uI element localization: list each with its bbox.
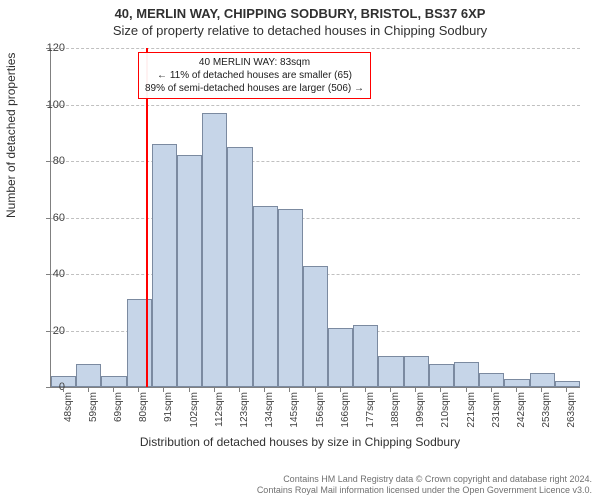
x-tick-mark — [516, 388, 517, 392]
histogram-bar — [479, 373, 504, 387]
histogram-bar — [530, 373, 555, 387]
histogram-bar — [555, 381, 580, 387]
x-tick-mark — [365, 388, 366, 392]
footer-line-1: Contains HM Land Registry data © Crown c… — [0, 474, 592, 485]
x-tick-mark — [340, 388, 341, 392]
y-tick-mark — [46, 48, 50, 49]
y-tick-label: 40 — [35, 268, 65, 280]
histogram-bar — [227, 147, 252, 387]
x-tick-mark — [315, 388, 316, 392]
x-tick-mark — [113, 388, 114, 392]
histogram-bar — [328, 328, 353, 387]
annotation-box: 40 MERLIN WAY: 83sqm ← 11% of detached h… — [138, 52, 371, 99]
histogram-bar — [101, 376, 126, 387]
y-tick-label: 60 — [35, 212, 65, 224]
x-tick-mark — [440, 388, 441, 392]
y-tick-mark — [46, 274, 50, 275]
x-tick-mark — [214, 388, 215, 392]
chart-title-address: 40, MERLIN WAY, CHIPPING SODBURY, BRISTO… — [0, 0, 600, 21]
histogram-bar — [278, 209, 303, 387]
x-tick-mark — [63, 388, 64, 392]
x-tick-mark — [390, 388, 391, 392]
histogram-bar — [404, 356, 429, 387]
histogram-bar — [303, 266, 328, 387]
y-tick-label: 100 — [35, 99, 65, 111]
y-tick-label: 20 — [35, 325, 65, 337]
x-axis-label: Distribution of detached houses by size … — [0, 435, 600, 449]
x-tick-mark — [138, 388, 139, 392]
histogram-bar — [127, 299, 152, 387]
x-tick-mark — [541, 388, 542, 392]
x-tick-mark — [88, 388, 89, 392]
annotation-line-3: 89% of semi-detached houses are larger (… — [145, 82, 364, 95]
y-tick-label: 80 — [35, 155, 65, 167]
y-tick-mark — [46, 105, 50, 106]
histogram-bar — [454, 362, 479, 387]
footer-line-2: Contains Royal Mail information licensed… — [0, 485, 592, 496]
chart-title-subtitle: Size of property relative to detached ho… — [0, 21, 600, 38]
x-tick-mark — [239, 388, 240, 392]
x-tick-mark — [189, 388, 190, 392]
histogram-bar — [429, 364, 454, 387]
histogram-bar — [202, 113, 227, 387]
x-tick-mark — [566, 388, 567, 392]
y-tick-mark — [46, 218, 50, 219]
plot-area — [50, 48, 580, 388]
annotation-line-1: 40 MERLIN WAY: 83sqm — [145, 56, 364, 69]
x-tick-mark — [415, 388, 416, 392]
footer-attribution: Contains HM Land Registry data © Crown c… — [0, 474, 600, 496]
histogram-bar — [504, 379, 529, 387]
x-tick-mark — [491, 388, 492, 392]
x-tick-mark — [264, 388, 265, 392]
y-tick-label: 0 — [35, 381, 65, 393]
y-tick-mark — [46, 161, 50, 162]
annotation-line-2: ← 11% of detached houses are smaller (65… — [145, 69, 364, 82]
y-tick-label: 120 — [35, 42, 65, 54]
histogram-bar — [253, 206, 278, 387]
y-tick-mark — [46, 387, 50, 388]
x-tick-mark — [163, 388, 164, 392]
histogram-bar — [76, 364, 101, 387]
y-axis-label: Number of detached properties — [4, 53, 18, 218]
x-tick-mark — [289, 388, 290, 392]
histogram-bar — [177, 155, 202, 387]
histogram-bar — [378, 356, 403, 387]
histogram-bar — [152, 144, 177, 387]
y-tick-mark — [46, 331, 50, 332]
histogram-bar — [353, 325, 378, 387]
x-tick-mark — [466, 388, 467, 392]
